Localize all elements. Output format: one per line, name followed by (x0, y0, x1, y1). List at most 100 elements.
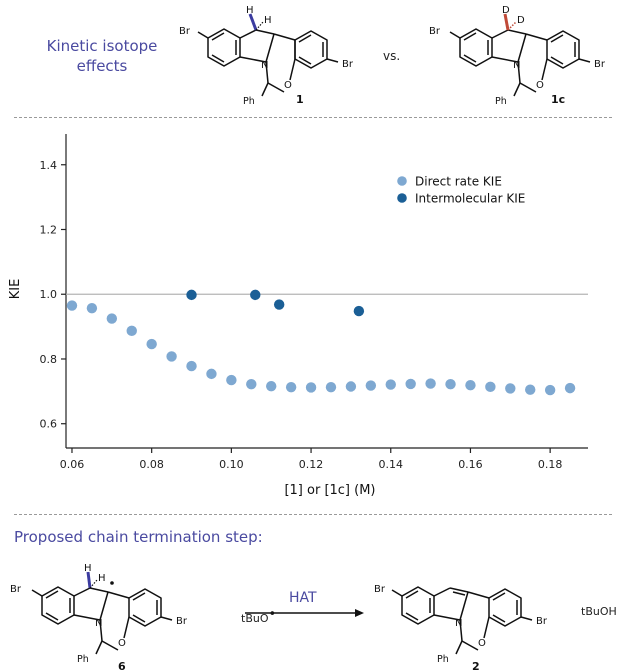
label-h: H (264, 15, 272, 26)
data-point (186, 360, 197, 372)
label-h: H (246, 5, 254, 16)
data-point (166, 351, 177, 362)
label-ph: Ph (77, 654, 89, 665)
y-tick-label: 1.0 (40, 288, 58, 301)
data-point (525, 384, 536, 395)
structure-compound-1: Br Br N O Ph H H 1 (179, 5, 354, 107)
label-o: O (284, 80, 292, 91)
data-point (86, 302, 98, 314)
data-point (365, 380, 377, 391)
data-point (106, 313, 118, 324)
kie-heading-line2: effects (76, 57, 128, 75)
structure-compound-6: Br Br N O Ph H H 6 (10, 563, 188, 672)
x-tick-label: 0.12 (299, 458, 324, 471)
data-point (564, 382, 576, 394)
data-point (246, 379, 257, 390)
reagent-tbuo: tBuO• (241, 607, 276, 625)
compound-number-2: 2 (472, 660, 480, 672)
series-direct-rate-kie (66, 300, 576, 396)
label-h: H (98, 573, 106, 584)
label-h: H (84, 563, 92, 574)
label-br: Br (10, 584, 22, 595)
legend-marker (397, 176, 407, 186)
reagent-tbuo-text: tBuO (241, 612, 269, 625)
label-br: Br (536, 616, 548, 627)
plot-frame (65, 134, 588, 449)
data-point (285, 381, 297, 393)
data-point (226, 374, 237, 386)
label-o: O (478, 638, 486, 649)
label-n: N (513, 60, 520, 71)
reaction-arrow (245, 609, 364, 617)
kie-heading: Kinetic isotope effects (32, 36, 172, 76)
data-points (66, 289, 576, 396)
x-tick-label: 0.08 (139, 458, 164, 471)
label-n: N (455, 618, 462, 629)
x-axis-ticks: 0.06 0.08 0.10 0.12 0.14 0.16 0.18 (60, 448, 563, 471)
label-br: Br (179, 26, 191, 37)
x-tick-label: 0.16 (458, 458, 483, 471)
series-intermolecular-kie (186, 289, 365, 317)
legend-marker (397, 193, 407, 203)
data-point (385, 379, 396, 390)
label-br: Br (429, 26, 441, 37)
x-tick-label: 0.06 (60, 458, 85, 471)
data-point (405, 378, 416, 390)
data-point (353, 305, 365, 317)
label-br: Br (594, 59, 606, 70)
data-point (126, 325, 137, 337)
arrow-label-hat: HAT (289, 590, 317, 606)
compound-number-6: 6 (118, 660, 126, 672)
data-point (146, 338, 157, 350)
label-n: N (95, 618, 102, 629)
label-ph: Ph (243, 96, 255, 107)
data-point (485, 381, 496, 393)
data-point (206, 368, 217, 380)
data-point (465, 380, 476, 391)
data-point (66, 300, 78, 311)
x-tick-label: 0.18 (538, 458, 563, 471)
x-tick-label: 0.14 (379, 458, 404, 471)
legend-entry: Direct rate KIE (415, 175, 502, 189)
legend: Direct rate KIE Intermolecular KIE (397, 175, 525, 206)
label-ph: Ph (495, 96, 507, 107)
x-axis-label: [1] or [1c] (M) (284, 483, 375, 498)
y-tick-label: 0.6 (40, 418, 58, 431)
radical-dot: • (268, 607, 277, 622)
data-point (544, 384, 556, 396)
x-tick-label: 0.10 (219, 458, 244, 471)
label-ph: Ph (437, 654, 449, 665)
data-point (186, 289, 197, 301)
data-point (505, 383, 516, 394)
label-n: N (261, 60, 268, 71)
y-tick-label: 1.4 (40, 159, 58, 172)
divider-top (14, 117, 612, 118)
chain-termination-title: Proposed chain termination step: (14, 528, 263, 546)
y-tick-label: 1.2 (40, 223, 58, 236)
y-axis-label: KIE (8, 279, 23, 300)
y-tick-label: 0.8 (40, 353, 58, 366)
data-point (325, 381, 337, 393)
y-axis-ticks: 0.6 0.8 1.0 1.2 1.4 (40, 159, 66, 431)
data-point (345, 381, 357, 392)
label-o: O (118, 638, 126, 649)
structure-compound-2: Br Br N O Ph 2 (374, 584, 548, 672)
label-d: D (502, 5, 510, 16)
label-br: Br (176, 616, 188, 627)
divider-bottom (14, 514, 612, 515)
data-point (273, 299, 285, 310)
label-br: Br (342, 59, 354, 70)
data-point (445, 379, 456, 390)
legend-entry: Intermolecular KIE (415, 192, 525, 206)
compound-number-1: 1 (296, 93, 304, 106)
label-o: O (536, 80, 544, 91)
structure-compound-1c: Br Br N O Ph D D 1c (429, 5, 606, 107)
vs-label: vs. (383, 49, 401, 63)
kie-chart: 0.06 0.08 0.10 0.12 0.14 0.16 0.18 0.6 0.8 1.0 1.… (8, 134, 588, 498)
data-point (425, 378, 436, 389)
data-point (250, 289, 261, 301)
label-d: D (517, 15, 525, 26)
data-point (266, 380, 277, 392)
compound-number-1c: 1c (551, 93, 565, 106)
kie-heading-line1: Kinetic isotope (46, 37, 158, 55)
